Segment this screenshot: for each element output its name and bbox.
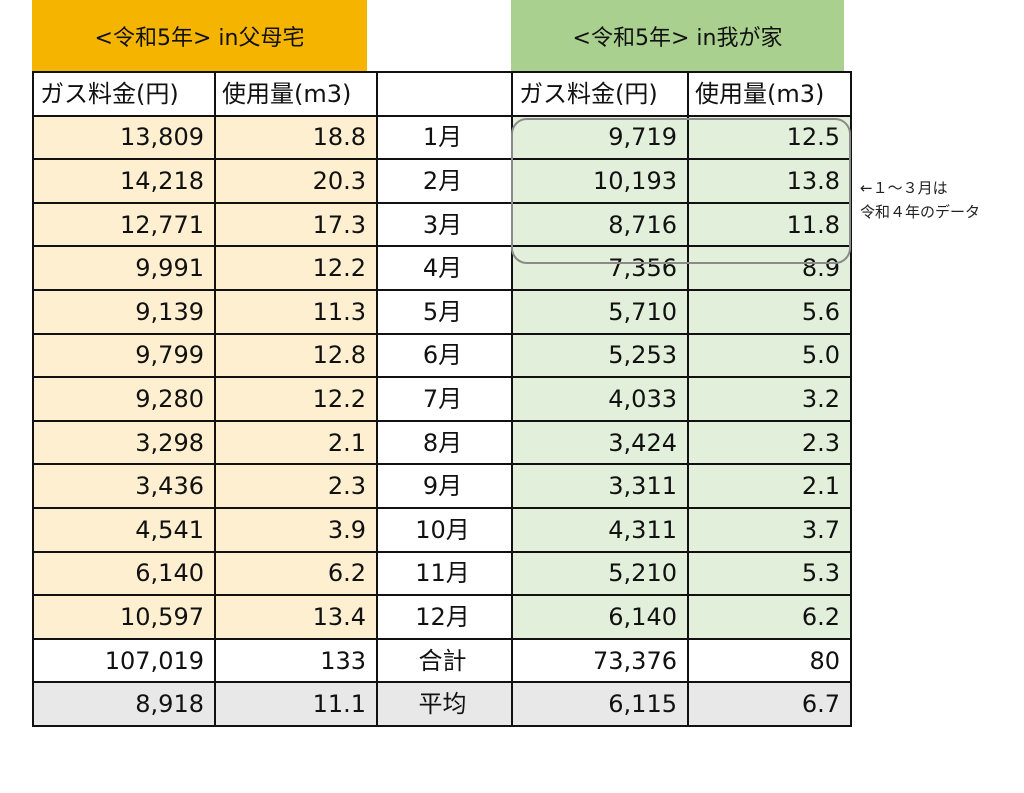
total-parents-gas-fee-cell: 107,019 [32,637,216,684]
parents-usage-cell: 3.9 [214,506,378,553]
average-parents-gas-fee-cell: 8,918 [32,681,216,727]
parents-usage-cell: 6.2 [214,550,378,597]
parents-house-title: <令和5年> in父母宅 [32,0,367,71]
header-row: ガス料金(円) 使用量(m3) ガス料金(円) 使用量(m3) [32,71,852,117]
home-gas-fee-cell: 7,356 [511,245,689,291]
table-row: 6,140 6.2 11月 5,210 5.3 [32,550,852,597]
parents-usage-cell: 18.8 [214,114,378,161]
home-gas-fee-cell: 8,716 [511,201,689,248]
gas-usage-table: ガス料金(円) 使用量(m3) ガス料金(円) 使用量(m3) 13,809 18… [32,71,852,727]
my-house-title: <令和5年> in我が家 [511,0,844,71]
parents-gas-fee-cell: 12,771 [32,201,216,248]
home-usage-cell: 2.3 [687,419,852,466]
home-gas-fee-cell: 10,193 [511,158,689,204]
home-gas-fee-cell: 4,033 [511,376,689,422]
home-usage-cell: 3.2 [687,376,852,422]
parents-gas-fee-cell: 4,541 [32,506,216,553]
home-usage-cell: 8.9 [687,245,852,291]
total-home-gas-fee-cell: 73,376 [511,637,689,684]
average-home-gas-fee-cell: 6,115 [511,681,689,727]
prior-year-note: ←１～３月は 令和４年のデータ [860,176,1024,224]
home-gas-fee-cell: 3,311 [511,463,689,509]
home-usage-cell: 2.1 [687,463,852,509]
parents-gas-fee-cell: 9,139 [32,288,216,335]
table-row: 4,541 3.9 10月 4,311 3.7 [32,506,852,553]
month-cell: 3月 [376,201,513,248]
table-row: 13,809 18.8 1月 9,719 12.5 [32,114,852,161]
total-home-usage-cell: 80 [687,637,852,684]
total-parents-usage-cell: 133 [214,637,378,684]
home-gas-fee-cell: 5,710 [511,288,689,335]
table-row: 9,139 11.3 5月 5,710 5.6 [32,288,852,335]
parents-gas-fee-cell: 6,140 [32,550,216,597]
parents-usage-cell: 2.3 [214,463,378,509]
note-line-1: ←１～３月は [860,179,948,197]
month-cell: 5月 [376,288,513,335]
total-row: 107,019 133 合計 73,376 80 [32,637,852,684]
parents-gas-fee-cell: 13,809 [32,114,216,161]
parents-gas-fee-header: ガス料金(円) [32,71,216,117]
parents-usage-header: 使用量(m3) [214,71,378,117]
month-cell: 2月 [376,158,513,204]
parents-usage-cell: 17.3 [214,201,378,248]
parents-usage-cell: 12.8 [214,332,378,379]
average-label-cell: 平均 [376,681,513,727]
parents-gas-fee-cell: 10,597 [32,594,216,640]
home-usage-cell: 11.8 [687,201,852,248]
parents-gas-fee-cell: 3,298 [32,419,216,466]
table-row: 10,597 13.4 12月 6,140 6.2 [32,594,852,640]
home-usage-cell: 12.5 [687,114,852,161]
month-cell: 8月 [376,419,513,466]
home-gas-fee-cell: 4,311 [511,506,689,553]
home-gas-fee-header: ガス料金(円) [511,71,689,117]
table-row: 12,771 17.3 3月 8,716 11.8 [32,201,852,248]
average-home-usage-cell: 6.7 [687,681,852,727]
parents-gas-fee-cell: 14,218 [32,158,216,204]
home-gas-fee-cell: 6,140 [511,594,689,640]
parents-usage-cell: 12.2 [214,376,378,422]
month-cell: 10月 [376,506,513,553]
month-cell: 6月 [376,332,513,379]
home-usage-cell: 13.8 [687,158,852,204]
home-usage-cell: 6.2 [687,594,852,640]
month-cell: 11月 [376,550,513,597]
home-usage-cell: 3.7 [687,506,852,553]
total-label-cell: 合計 [376,637,513,684]
home-gas-fee-cell: 5,210 [511,550,689,597]
parents-usage-cell: 13.4 [214,594,378,640]
table-row: 3,436 2.3 9月 3,311 2.1 [32,463,852,509]
home-gas-fee-cell: 3,424 [511,419,689,466]
month-cell: 12月 [376,594,513,640]
average-row: 8,918 11.1 平均 6,115 6.7 [32,681,852,727]
table-row: 3,298 2.1 8月 3,424 2.3 [32,419,852,466]
parents-usage-cell: 20.3 [214,158,378,204]
month-cell: 4月 [376,245,513,291]
table-row: 9,991 12.2 4月 7,356 8.9 [32,245,852,291]
parents-gas-fee-cell: 9,991 [32,245,216,291]
home-gas-fee-cell: 9,719 [511,114,689,161]
note-line-2: 令和４年のデータ [860,203,981,221]
parents-gas-fee-cell: 3,436 [32,463,216,509]
table-row: 9,799 12.8 6月 5,253 5.0 [32,332,852,379]
month-cell: 9月 [376,463,513,509]
home-usage-cell: 5.6 [687,288,852,335]
month-header [376,71,513,117]
parents-gas-fee-cell: 9,799 [32,332,216,379]
home-usage-cell: 5.3 [687,550,852,597]
table-row: 9,280 12.2 7月 4,033 3.2 [32,376,852,422]
parents-usage-cell: 11.3 [214,288,378,335]
average-parents-usage-cell: 11.1 [214,681,378,727]
table-row: 14,218 20.3 2月 10,193 13.8 [32,158,852,204]
parents-usage-cell: 12.2 [214,245,378,291]
month-cell: 1月 [376,114,513,161]
home-usage-cell: 5.0 [687,332,852,379]
home-gas-fee-cell: 5,253 [511,332,689,379]
month-cell: 7月 [376,376,513,422]
parents-gas-fee-cell: 9,280 [32,376,216,422]
parents-usage-cell: 2.1 [214,419,378,466]
home-usage-header: 使用量(m3) [687,71,852,117]
